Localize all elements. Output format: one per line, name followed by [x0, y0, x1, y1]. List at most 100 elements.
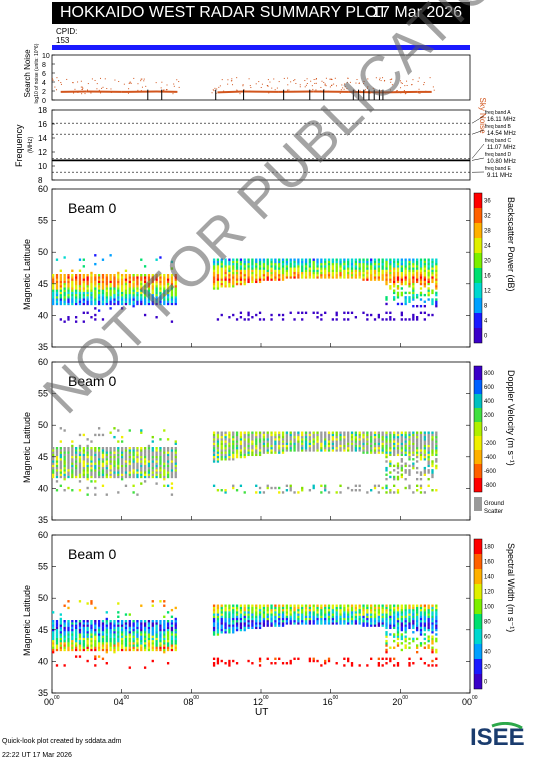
heatmap-cell — [63, 639, 66, 643]
heatmap-cell — [431, 469, 434, 472]
heatmap-cell — [212, 262, 216, 266]
noise-point — [425, 90, 427, 92]
heatmap-cell — [247, 617, 250, 621]
heatmap-cell — [155, 316, 158, 319]
heatmap-cell — [335, 276, 338, 279]
heatmap-cell — [174, 633, 177, 636]
heatmap-cell — [270, 613, 273, 616]
heatmap-cell — [400, 475, 403, 479]
heatmap-cell — [82, 637, 85, 641]
heatmap-cell — [258, 611, 262, 614]
heatmap-cell — [255, 451, 258, 454]
heatmap-cell — [224, 604, 227, 607]
heatmap-cell — [90, 471, 93, 474]
heatmap-cell — [109, 455, 112, 459]
heatmap-cell — [389, 285, 392, 288]
heatmap-cell — [71, 282, 74, 286]
noise-point — [358, 82, 360, 84]
heatmap-cell — [97, 648, 101, 652]
heatmap-cell — [63, 620, 66, 623]
colorbar-segment — [474, 674, 482, 689]
heatmap-cell — [370, 442, 373, 445]
heatmap-cell — [124, 613, 128, 616]
heatmap-cell — [97, 296, 101, 299]
freq-band-leader — [471, 129, 485, 135]
heatmap-cell — [128, 622, 131, 625]
heatmap-cell — [431, 433, 434, 437]
heatmap-cell — [94, 471, 97, 474]
heatmap-cell — [312, 435, 315, 439]
heatmap-cell — [59, 298, 62, 301]
heatmap-cell — [358, 615, 361, 618]
heatmap-cell — [239, 442, 243, 445]
heatmap-cell — [431, 608, 434, 612]
noise-point — [91, 78, 93, 80]
heatmap-cell — [117, 615, 120, 618]
heatmap-cell — [86, 282, 89, 286]
heatmap-cell — [59, 644, 62, 647]
noise-point — [323, 81, 325, 83]
heatmap-cell — [94, 606, 97, 610]
heatmap-cell — [343, 431, 346, 434]
heatmap-cell — [97, 644, 101, 647]
heatmap-cell — [97, 285, 101, 288]
heatmap-cell — [270, 615, 273, 618]
heatmap-cell — [109, 475, 112, 479]
heatmap-cell — [400, 444, 403, 448]
heatmap-cell — [331, 265, 335, 268]
heatmap-cell — [140, 633, 143, 636]
heatmap-cell — [293, 271, 296, 275]
heatmap-cell — [212, 604, 216, 607]
heatmap-cell — [117, 274, 120, 277]
heatmap-cell — [400, 318, 403, 321]
heatmap-cell — [86, 296, 89, 299]
heatmap-cell — [312, 274, 315, 277]
heatmap-cell — [435, 440, 438, 443]
heatmap-cell — [228, 442, 231, 445]
heatmap-cell — [301, 606, 304, 610]
noise-point — [419, 92, 421, 94]
heatmap-cell — [216, 451, 220, 454]
noise-point — [249, 85, 251, 87]
noise-point — [77, 81, 79, 83]
noise-point — [294, 90, 296, 92]
heatmap-cell — [67, 458, 70, 461]
heatmap-cell — [404, 464, 407, 468]
heatmap-cell — [289, 269, 292, 272]
heatmap-cell — [174, 635, 177, 638]
heatmap-cell — [117, 296, 120, 299]
heatmap-cell — [258, 444, 262, 448]
heatmap-cell — [90, 475, 93, 479]
heatmap-cell — [297, 608, 300, 612]
noise-point — [230, 80, 232, 82]
heatmap-cell — [166, 438, 170, 441]
heatmap-cell — [132, 296, 135, 299]
freq-band-value: 10.80 MHz — [487, 159, 516, 165]
heatmap-cell — [339, 267, 342, 270]
heatmap-cell — [412, 620, 415, 623]
heatmap-cell — [373, 624, 377, 627]
heatmap-cell — [350, 311, 354, 315]
heatmap-cell — [416, 293, 419, 297]
noise-point — [129, 82, 131, 84]
heatmap-cell — [117, 635, 120, 638]
heatmap-cell — [431, 604, 434, 607]
heatmap-cell — [312, 615, 315, 618]
heatmap-cell — [331, 613, 335, 616]
heatmap-cell — [170, 455, 174, 459]
heatmap-cell — [71, 269, 74, 272]
noise-point — [315, 78, 317, 80]
heatmap-cell — [404, 604, 407, 607]
heatmap-cell — [435, 258, 438, 261]
noise-point — [219, 85, 221, 87]
heatmap-cell — [67, 460, 70, 463]
heatmap-cell — [270, 276, 273, 279]
heatmap-cell — [67, 464, 70, 468]
heatmap-cell — [423, 471, 426, 474]
heatmap-cell — [232, 622, 235, 625]
heatmap-cell — [423, 633, 426, 636]
heatmap-cell — [166, 280, 170, 284]
heatmap-cell — [55, 648, 59, 652]
noise-point — [364, 89, 366, 91]
noise-point — [84, 93, 86, 95]
